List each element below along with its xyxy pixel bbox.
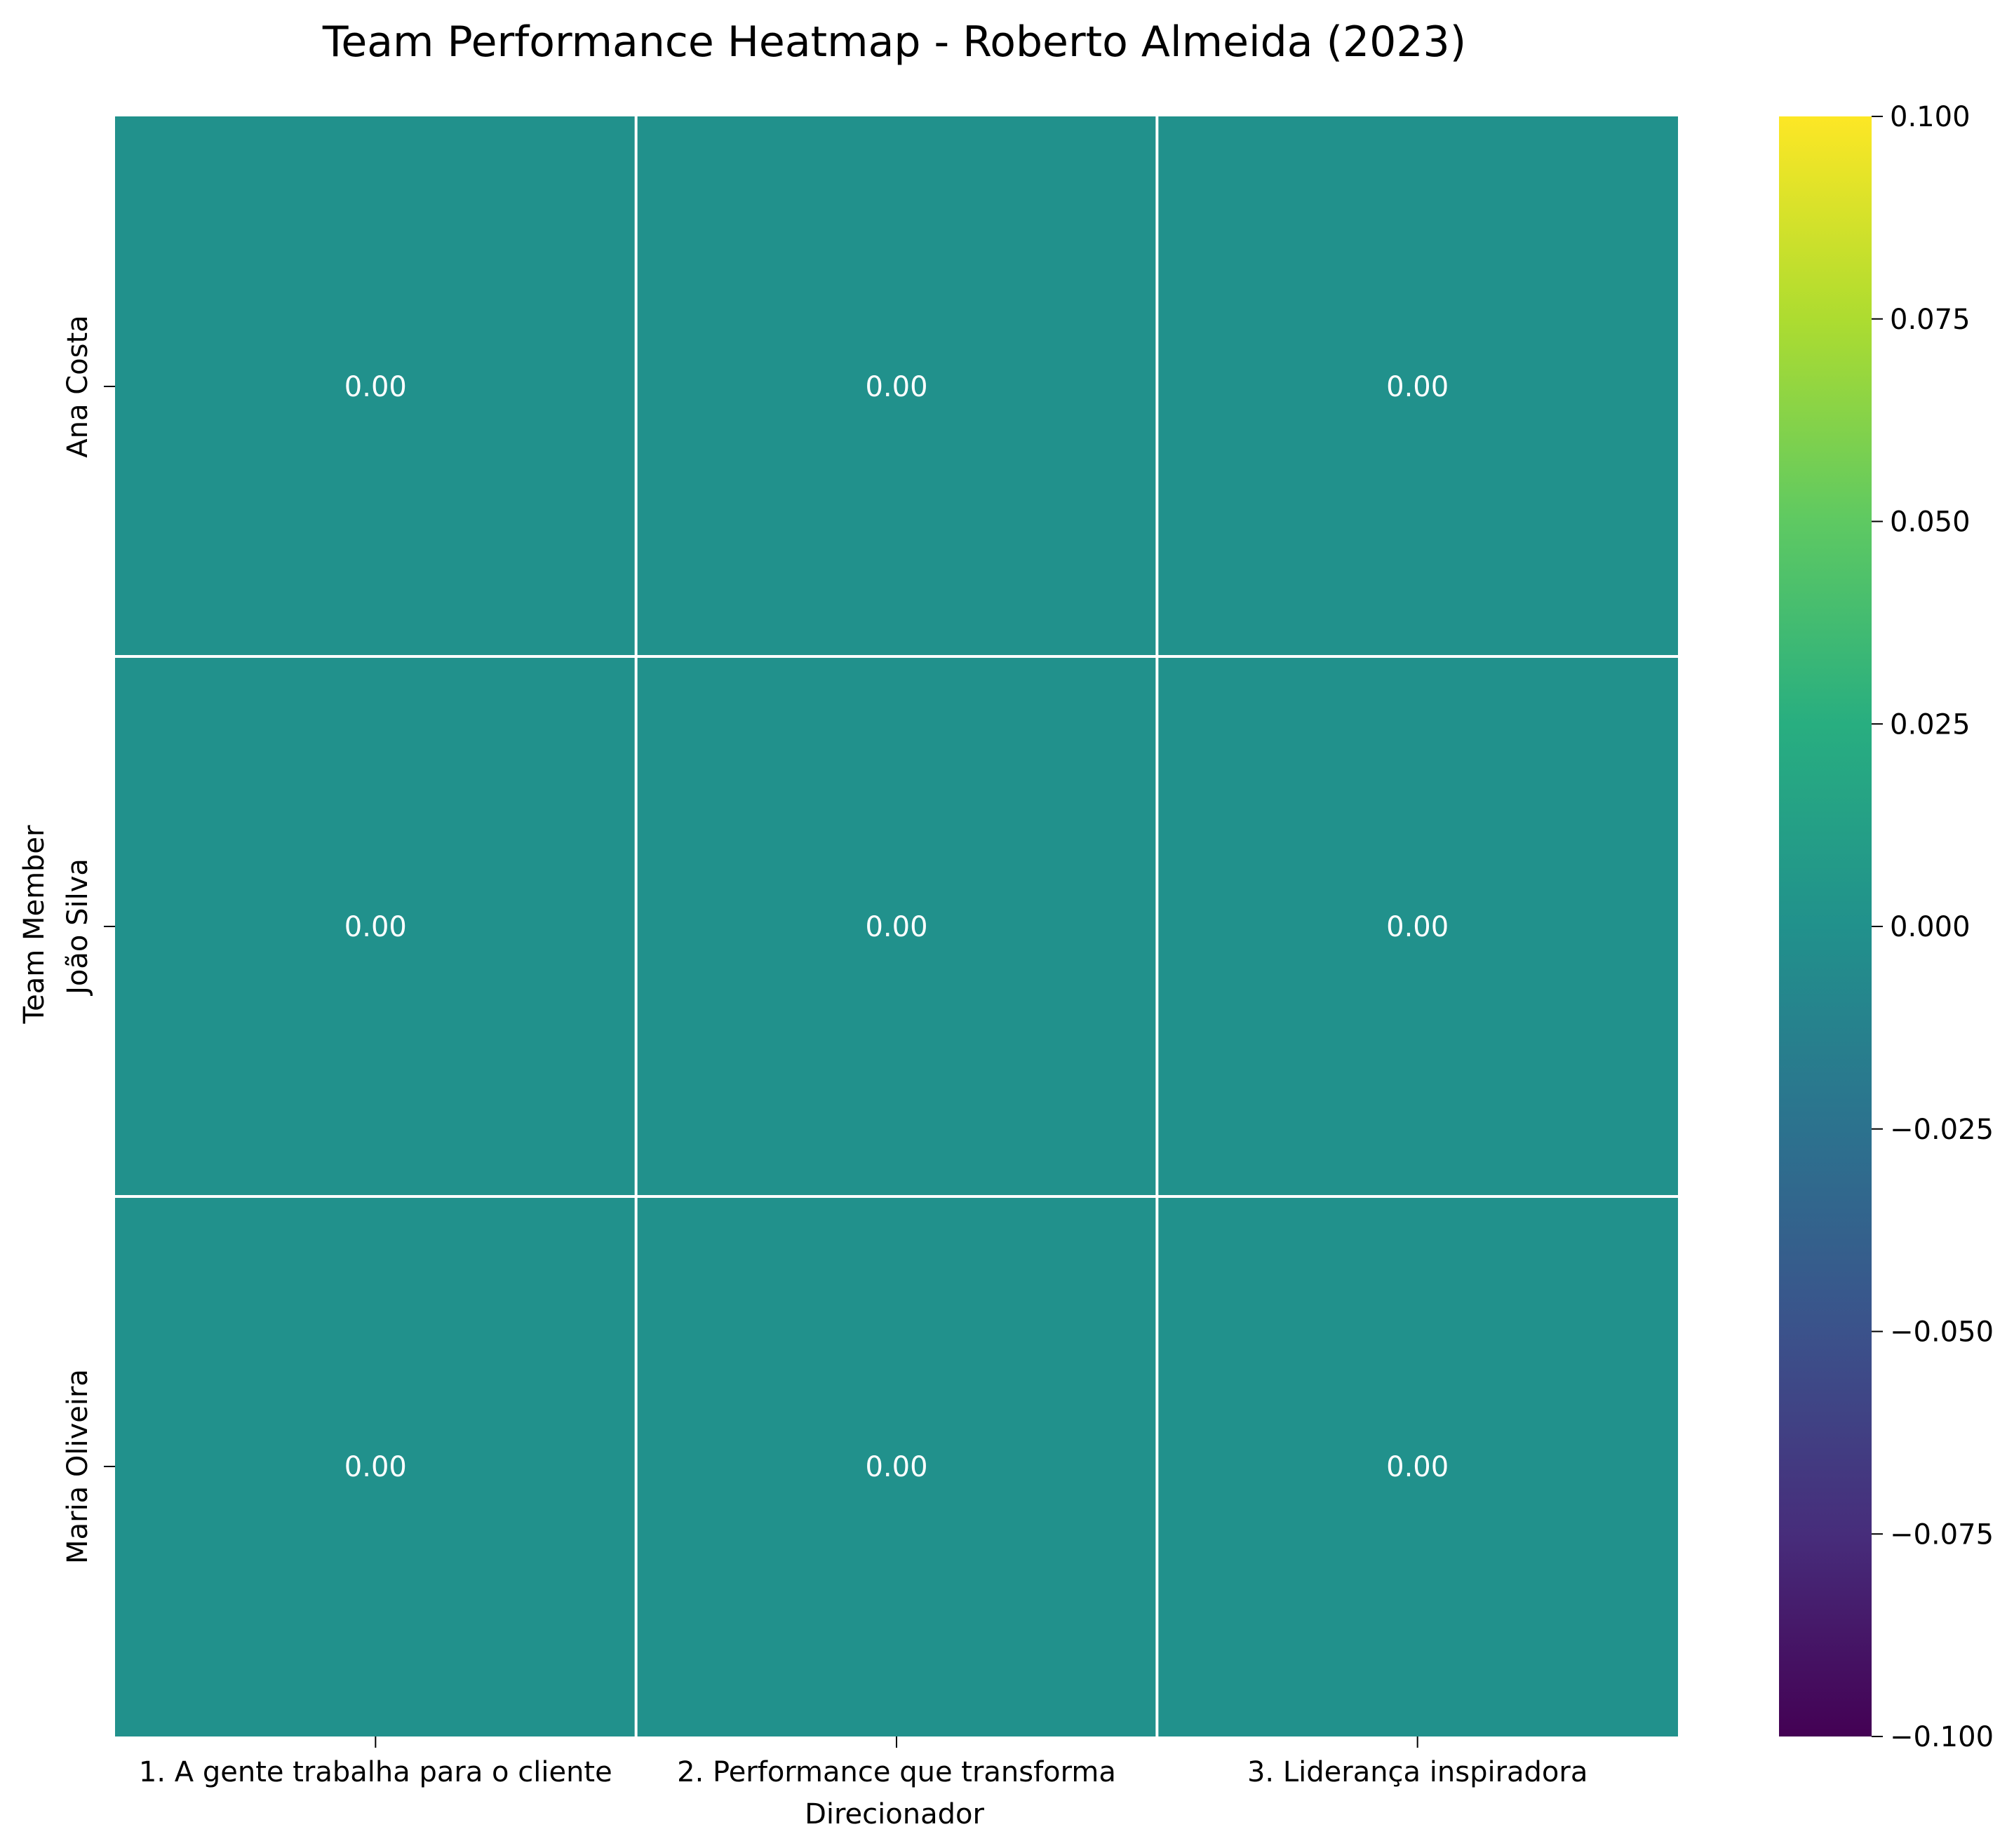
heatmap-gridlines: [115, 116, 1678, 1736]
heatmap-cell: [1157, 1196, 1678, 1736]
y-axis-label: Team Member: [18, 825, 51, 1025]
y-tick-label: Maria Oliveira: [62, 1369, 94, 1564]
colorbar-tick-label: −0.025: [1890, 1114, 1994, 1146]
cell-value-label: 0.00: [344, 1451, 407, 1483]
y-axis-ticks: Ana Costa João Silva Maria Oliveira: [62, 315, 115, 1564]
colorbar-tick-label: 0.100: [1890, 101, 1971, 133]
heatmap-cell: [636, 656, 1157, 1196]
colorbar: [1779, 116, 1872, 1736]
x-axis-ticks: 1. A gente trabalha para o cliente 2. Per…: [139, 1736, 1588, 1788]
colorbar-tick-label: 0.075: [1890, 304, 1971, 336]
cell-value-label: 0.00: [1386, 911, 1449, 943]
x-axis-label: Direcionador: [805, 1798, 984, 1830]
heatmap-cell: [636, 1196, 1157, 1736]
cell-value-label: 0.00: [1386, 1451, 1449, 1483]
cell-value-label: 0.00: [865, 911, 927, 943]
colorbar-tick-label: −0.075: [1890, 1518, 1994, 1551]
cell-value-label: 0.00: [344, 371, 407, 403]
x-tick-label: 3. Liderança inspiradora: [1247, 1756, 1588, 1788]
x-tick-label: 1. A gente trabalha para o cliente: [139, 1756, 612, 1788]
heatmap-cells: [115, 116, 1678, 1736]
y-tick-label: Ana Costa: [62, 315, 94, 457]
heatmap-cell: [115, 116, 636, 656]
chart-title: Team Performance Heatmap - Roberto Almei…: [322, 18, 1466, 67]
cell-value-label: 0.00: [344, 911, 407, 943]
cell-value-label: 0.00: [1386, 371, 1449, 403]
colorbar-tick-label: 0.050: [1890, 506, 1971, 539]
colorbar-tick-label: −0.050: [1890, 1316, 1994, 1349]
heatmap-cell: [115, 656, 636, 1196]
cell-value-label: 0.00: [865, 371, 927, 403]
heatmap-cell-labels: 0.00 0.00 0.00 0.00 0.00 0.00 0.00 0.00 0.00: [344, 371, 1449, 1483]
y-tick-label: João Silva: [62, 858, 94, 997]
colorbar-tick-label: 0.000: [1890, 911, 1971, 943]
heatmap-cell: [1157, 116, 1678, 656]
cell-value-label: 0.00: [865, 1451, 927, 1483]
colorbar-gradient: [1779, 116, 1872, 1736]
colorbar-ticks: 0.100 0.075 0.050 0.025 0.000 −0.025 −0.050 −0.…: [1872, 101, 1994, 1753]
colorbar-tick-label: 0.025: [1890, 708, 1971, 741]
x-tick-label: 2. Performance que transforma: [677, 1756, 1116, 1788]
heatmap-cell: [115, 1196, 636, 1736]
colorbar-tick-label: −0.100: [1890, 1721, 1994, 1753]
heatmap-cell: [636, 116, 1157, 656]
heatmap-cell: [1157, 656, 1678, 1196]
